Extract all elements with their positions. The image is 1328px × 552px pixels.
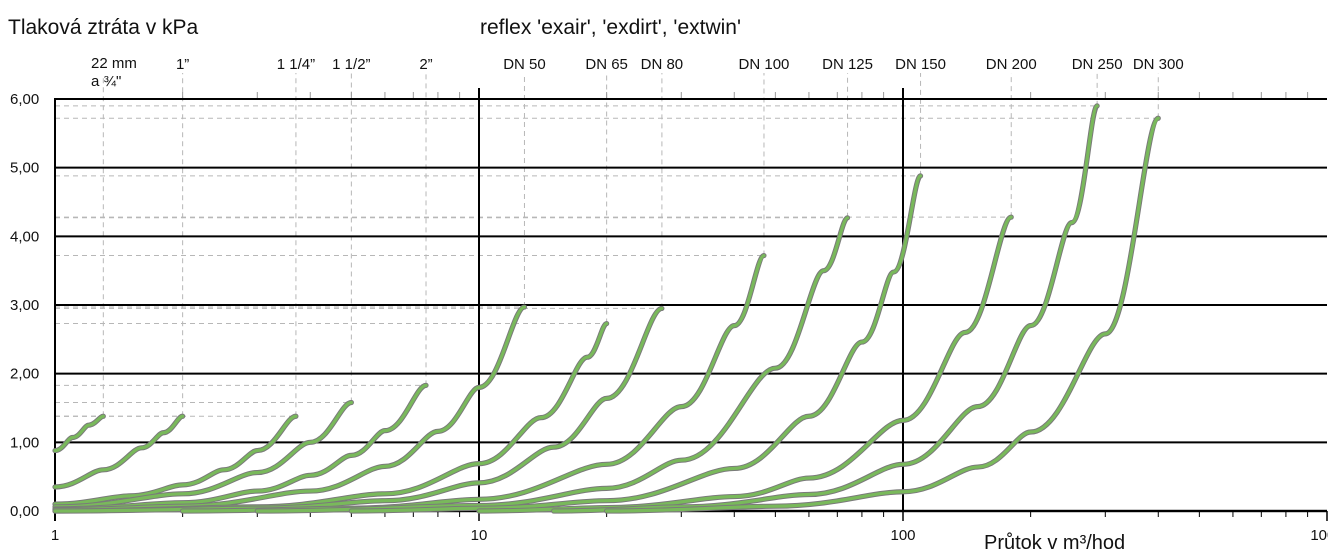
- y-tick-label-3,00: 3,00: [10, 297, 39, 314]
- series-label-4: 2”: [419, 56, 432, 73]
- series-curve-4: [53, 383, 428, 511]
- y-tick-label-4,00: 4,00: [10, 228, 39, 245]
- y-tick-label-0,00: 0,00: [10, 503, 39, 520]
- series-curve-edge-8: [180, 252, 767, 514]
- series-curve-5: [53, 305, 527, 512]
- series-label-11: DN 200: [986, 56, 1037, 73]
- series-curve-6: [53, 321, 609, 513]
- series-label-5: DN 50: [503, 56, 546, 73]
- series-curve-1: [53, 414, 185, 489]
- series-curve-13: [605, 116, 1160, 513]
- y-tick-label-1,00: 1,00: [10, 434, 39, 451]
- y-tick-label-5,00: 5,00: [10, 160, 39, 177]
- series-curve-edge-10: [348, 173, 924, 514]
- x-tick-label-10: 10: [471, 527, 488, 544]
- series-label-0: 22 mm: [91, 55, 137, 72]
- series-label-3: 1 1/2”: [332, 56, 370, 73]
- series-curve-edge-6: [52, 320, 610, 514]
- chart-title: reflex 'exair', 'exdirt', 'extwin': [480, 16, 741, 39]
- y-tick-label-2,00: 2,00: [10, 366, 39, 383]
- series-label-7: DN 80: [641, 56, 684, 73]
- series-curve-edge-7: [52, 305, 665, 514]
- series-curve-7: [53, 306, 664, 513]
- series-curve-edge-4: [52, 382, 429, 512]
- x-tick-label-1: 1: [51, 527, 59, 544]
- series-label-6: DN 65: [585, 56, 628, 73]
- series-curve-2: [53, 414, 298, 506]
- series-curve-edge-5: [52, 304, 528, 513]
- series-curve-edge-1: [52, 413, 186, 490]
- series-curve-0: [53, 414, 105, 453]
- x-tick-label-1000: 1000: [1310, 527, 1328, 544]
- y-axis-label: Tlaková ztráta v kPa: [8, 16, 199, 39]
- series-label-10: DN 150: [895, 56, 946, 73]
- axis-and-series-labels: 1 10 100 1000 0,00 1,00 2,00 3,00 4,00 5,00 6,00 22…: [10, 55, 1328, 544]
- series-curve-9: [255, 216, 850, 513]
- guide-lines: [55, 73, 1159, 417]
- series-label-9: DN 125: [822, 56, 873, 73]
- series-label-13: DN 300: [1133, 56, 1184, 73]
- series-label-8: DN 100: [739, 56, 790, 73]
- series-label-2: 1 1/4”: [277, 56, 315, 73]
- series-label-0-line2: a ¾": [91, 73, 121, 90]
- series-curves: [52, 103, 1161, 514]
- series-curve-10: [349, 174, 923, 513]
- x-axis-label: Průtok v m³/hod: [984, 532, 1125, 552]
- x-tick-label-100: 100: [890, 527, 915, 544]
- series-label-1: 1”: [176, 56, 189, 73]
- series-label-12: DN 250: [1072, 56, 1123, 73]
- y-tick-label-6,00: 6,00: [10, 91, 39, 108]
- series-curve-3: [53, 400, 353, 509]
- series-curve-8: [181, 253, 766, 513]
- series-curve-edge-13: [604, 115, 1161, 514]
